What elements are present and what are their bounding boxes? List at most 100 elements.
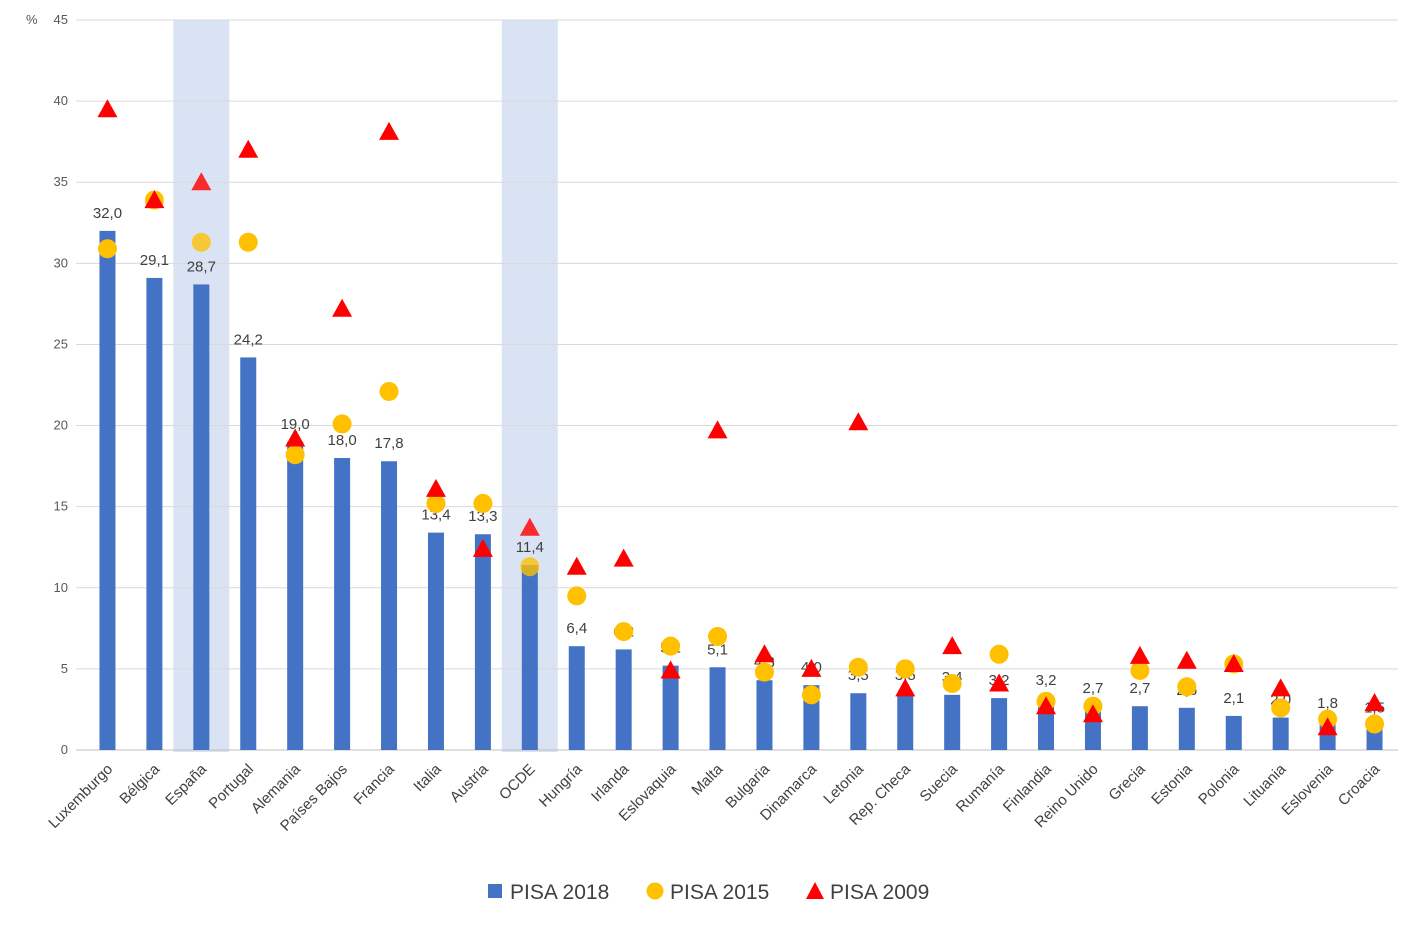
category-label-grecia: Grecia xyxy=(1105,760,1149,804)
circle-2015-estonia xyxy=(1177,677,1197,697)
circle-2015-espana xyxy=(191,232,211,252)
circle-2015-italia xyxy=(426,493,446,513)
triangle-2009-rep-checa xyxy=(895,678,916,697)
triangle-2009-reino-unido xyxy=(1082,704,1103,723)
bar-estonia xyxy=(1178,707,1195,750)
category-label-francia: Francia xyxy=(350,760,398,808)
legend: PISA 2018 PISA 2015 PISA 2009 xyxy=(488,881,929,904)
x-axis: Luxemburgo BélgicaEspañaPortugalAlemaniaP… xyxy=(45,760,1384,834)
data-label-paises-bajos: 18,0 xyxy=(328,432,357,449)
circle-2015-rumania xyxy=(989,644,1009,664)
bar-bulgaria xyxy=(756,680,773,750)
triangle-2009-eslovaquia xyxy=(660,660,681,679)
bar-italia xyxy=(427,532,444,750)
circle-2015-bulgaria xyxy=(754,662,774,682)
data-label-alemania: 19,0 xyxy=(281,416,310,433)
triangle-2009-lituania xyxy=(1270,678,1291,697)
category-label-letonia: Letonia xyxy=(820,760,867,807)
circle-2015-paises-bajos xyxy=(332,414,352,434)
circle-2015-francia xyxy=(379,381,399,401)
triangle-2009-croacia xyxy=(1364,692,1385,711)
bar-eslovaquia xyxy=(662,665,679,750)
data-label-finlandia: 3,2 xyxy=(1036,672,1057,689)
triangle-2009-alemania xyxy=(285,428,306,447)
circle-2015-hungria xyxy=(567,586,587,606)
y-tick-label-5: 5 xyxy=(61,661,68,676)
category-label-estonia: Estonia xyxy=(1148,760,1196,808)
category-label-ocde: OCDE xyxy=(496,761,539,804)
bars-pisa-2018 xyxy=(99,230,1383,750)
circle-2015-portugal xyxy=(238,232,258,252)
circle-2015-ocde xyxy=(520,557,540,577)
bar-irlanda xyxy=(615,649,632,750)
bar-malta xyxy=(709,667,726,750)
category-label-suecia: Suecia xyxy=(917,760,962,805)
circle-2015-letonia xyxy=(848,657,868,677)
bar-lituania xyxy=(1272,717,1289,750)
triangle-2009-espana xyxy=(191,172,212,191)
y-tick-label-10: 10 xyxy=(54,580,68,595)
circle-2015-alemania xyxy=(285,445,305,465)
data-label-ocde: 11,4 xyxy=(516,539,544,556)
y-tick-label-35: 35 xyxy=(54,174,68,189)
circle-2015-dinamarca xyxy=(801,685,821,705)
bar-suecia xyxy=(944,694,961,750)
triangle-2009-dinamarca xyxy=(801,658,822,677)
category-label-hungria: Hungría xyxy=(536,760,586,810)
triangle-2009-finlandia xyxy=(1036,696,1057,715)
category-label-polonia: Polonia xyxy=(1195,760,1243,808)
triangle-2009-hungria xyxy=(566,556,587,575)
triangle-2009-polonia xyxy=(1223,654,1244,673)
bar-belgica xyxy=(146,277,163,750)
legend-swatch-pisa-2018 xyxy=(488,884,502,898)
data-label-malta: 5,1 xyxy=(707,641,728,658)
category-label-espana: España xyxy=(162,760,210,808)
markers-pisa-2015 xyxy=(97,190,1385,734)
data-label-portugal: 24,2 xyxy=(234,331,263,348)
circle-2015-irlanda xyxy=(614,622,634,642)
triangle-2009-bulgaria xyxy=(754,644,775,663)
bar-polonia xyxy=(1225,715,1242,750)
y-axis: 0 5 10 15 20 25 30 35 40 45% xyxy=(26,12,68,757)
legend-label-pisa-2009: PISA 2009 xyxy=(830,881,929,904)
bar-austria xyxy=(474,534,491,750)
triangle-2009-rumania xyxy=(989,673,1010,692)
category-label-austria: Austria xyxy=(447,760,492,805)
data-label-espana: 28,7 xyxy=(187,258,216,275)
triangle-2009-francia xyxy=(379,121,400,140)
data-labels: 32,0 29,1 28,7 24,2 19,0 18,0 17,8 13,4 13,3 11,4… xyxy=(93,205,1385,717)
data-label-eslovenia: 1,8 xyxy=(1317,695,1338,712)
triangle-2009-portugal xyxy=(238,139,259,158)
bar-espana xyxy=(193,284,210,750)
y-tick-label-25: 25 xyxy=(54,336,68,351)
category-label-luxemburgo: Luxemburgo xyxy=(45,761,116,832)
category-label-croacia: Croacia xyxy=(1335,760,1384,809)
triangle-2009-italia xyxy=(425,478,446,497)
legend-swatch-pisa-2015 xyxy=(646,882,664,900)
circle-2015-luxemburgo xyxy=(97,239,117,259)
triangle-2009-luxemburgo xyxy=(97,99,118,118)
data-label-grecia: 2,7 xyxy=(1129,680,1150,697)
bar-grecia xyxy=(1131,706,1148,750)
category-label-malta: Malta xyxy=(688,760,726,798)
triangle-2009-eslovenia xyxy=(1317,717,1338,736)
triangle-2009-malta xyxy=(707,420,728,439)
markers-pisa-2009 xyxy=(97,99,1385,736)
circle-2015-malta xyxy=(708,626,728,646)
circle-2015-grecia xyxy=(1130,661,1150,681)
bar-francia xyxy=(381,461,398,750)
data-label-luxemburgo: 32,0 xyxy=(93,205,122,222)
triangle-2009-letonia xyxy=(848,412,869,431)
y-tick-label-30: 30 xyxy=(54,255,68,270)
legend-label-pisa-2018: PISA 2018 xyxy=(510,881,609,904)
bar-letonia xyxy=(850,693,867,750)
bar-hungria xyxy=(568,646,585,750)
highlight-bands xyxy=(173,20,558,752)
y-axis-unit-label: % xyxy=(26,12,38,27)
category-label-rumania: Rumanía xyxy=(953,760,1009,816)
circle-2015-rep-checa xyxy=(895,659,915,679)
triangle-2009-estonia xyxy=(1176,650,1197,669)
bar-rep-checa xyxy=(897,693,914,750)
